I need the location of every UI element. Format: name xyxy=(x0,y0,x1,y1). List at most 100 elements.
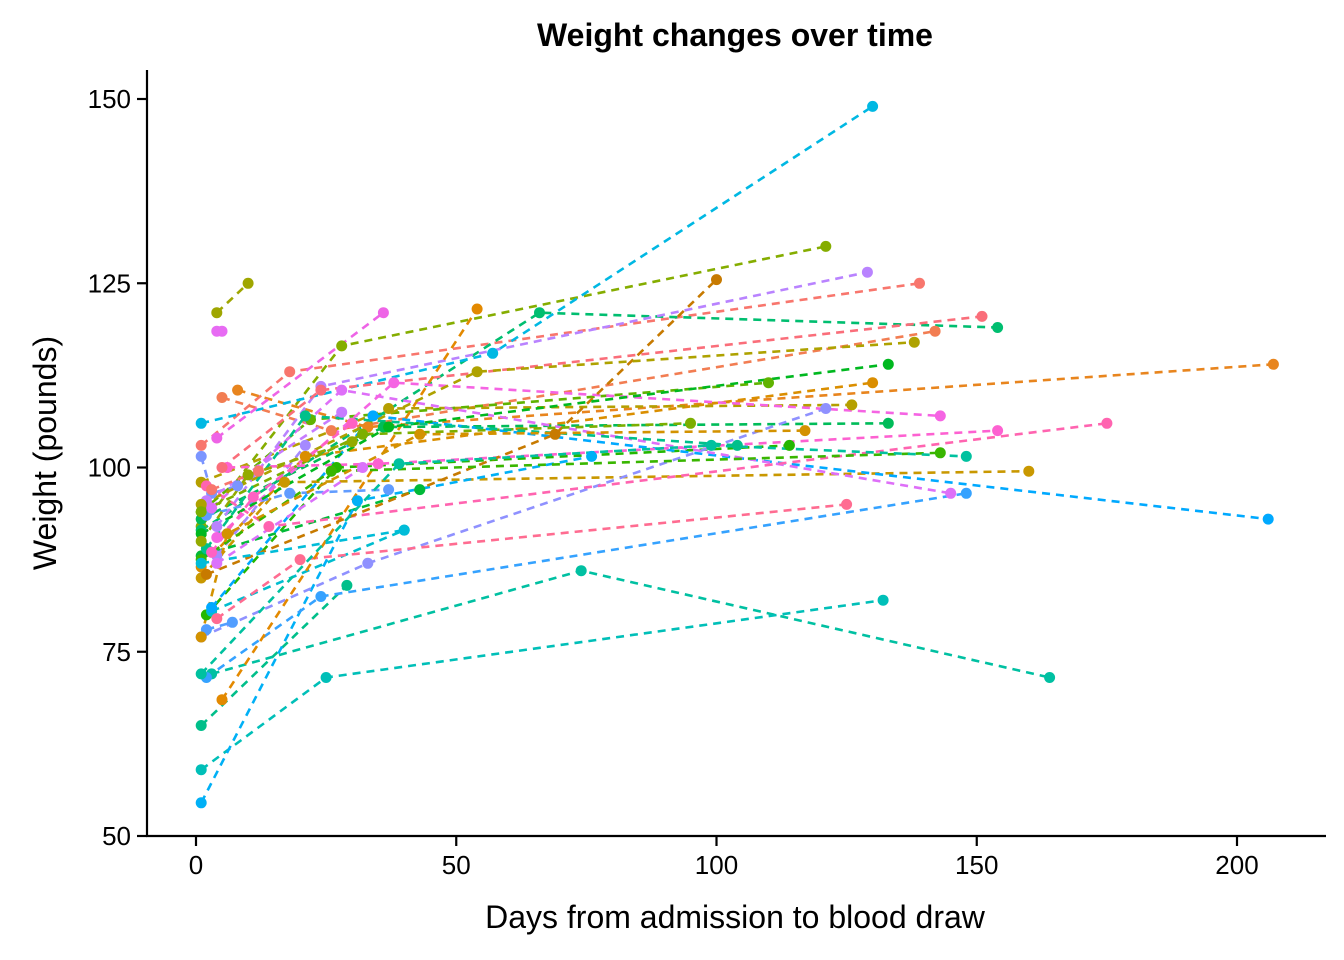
data-point-14-1 xyxy=(575,565,587,577)
series-line-32 xyxy=(205,422,1108,528)
x-tick-label: 100 xyxy=(695,850,738,880)
series-line-48 xyxy=(199,429,806,638)
data-point-21-2 xyxy=(383,484,395,496)
data-point-5-2 xyxy=(846,399,858,411)
data-point-37-2 xyxy=(908,336,920,348)
data-point-21-1 xyxy=(284,487,296,499)
data-point-27-1 xyxy=(336,384,348,396)
data-point-35-1 xyxy=(471,303,483,315)
series-line-16 xyxy=(211,528,405,613)
data-point-12-1 xyxy=(534,307,545,319)
series-line-24 xyxy=(215,444,307,557)
data-point-47-0 xyxy=(206,484,218,496)
data-point-45-0 xyxy=(211,557,223,569)
data-point-13-1 xyxy=(341,579,353,591)
series-line-12 xyxy=(200,311,998,532)
data-point-39-1 xyxy=(325,465,337,477)
x-tick-label: 0 xyxy=(189,850,203,880)
data-point-22-2 xyxy=(232,480,244,492)
data-point-25-2 xyxy=(861,266,873,278)
data-point-19-2 xyxy=(960,487,972,499)
data-point-34-2 xyxy=(976,310,988,322)
data-point-45-1 xyxy=(357,462,369,473)
data-point-37-1 xyxy=(471,366,483,378)
data-point-38-1 xyxy=(357,428,369,440)
data-point-41-2 xyxy=(705,439,717,451)
series-line-10 xyxy=(200,488,421,558)
series-line-14 xyxy=(211,569,1050,679)
y-axis-title: Weight (pounds) xyxy=(27,336,63,570)
data-point-40-2 xyxy=(882,358,894,370)
data-point-34-1 xyxy=(315,384,327,396)
data-point-33-1 xyxy=(294,554,306,566)
series-layer xyxy=(199,105,1274,804)
data-point-0-1 xyxy=(284,366,296,378)
data-point-1-1 xyxy=(325,425,337,437)
x-tick-label: 50 xyxy=(442,850,471,880)
data-point-30-1 xyxy=(388,377,400,389)
y-tick-label: 125 xyxy=(88,268,131,298)
data-point-8-2 xyxy=(763,377,774,389)
data-point-11-2 xyxy=(882,417,894,429)
data-point-31-1 xyxy=(372,458,384,470)
data-point-20-2 xyxy=(1262,513,1274,525)
data-point-23-2 xyxy=(820,403,832,414)
data-point-46-0 xyxy=(206,546,218,558)
data-point-14-2 xyxy=(1044,672,1056,683)
data-point-1-0 xyxy=(216,392,228,403)
data-point-4-1 xyxy=(279,476,290,488)
data-point-20-1 xyxy=(367,410,379,422)
data-point-38-2 xyxy=(685,417,696,429)
data-point-33-0 xyxy=(211,613,223,625)
data-point-6-1 xyxy=(242,277,254,289)
data-point-26-1 xyxy=(336,406,348,418)
data-point-41-1 xyxy=(393,458,405,470)
data-point-0-0 xyxy=(195,439,207,451)
data-point-29-0 xyxy=(211,432,223,444)
data-point-15-2 xyxy=(877,594,889,606)
series-line-17 xyxy=(200,105,874,425)
data-point-17-0 xyxy=(195,417,207,429)
data-point-18-0 xyxy=(195,797,207,809)
data-point-38-0 xyxy=(195,506,207,518)
data-point-3-2 xyxy=(867,377,879,389)
data-point-24-1 xyxy=(299,439,311,451)
data-point-23-1 xyxy=(362,557,374,569)
series-line-42 xyxy=(205,414,738,550)
y-tick-label: 150 xyxy=(88,84,131,114)
data-point-48-3 xyxy=(799,425,811,437)
y-tick-label: 50 xyxy=(102,821,131,851)
series-line-29 xyxy=(216,311,385,440)
series-line-43 xyxy=(200,528,405,565)
data-point-30-0 xyxy=(211,532,223,543)
data-point-17-2 xyxy=(867,100,879,112)
data-point-34-0 xyxy=(216,462,228,473)
series-line-36 xyxy=(205,278,718,576)
data-point-7-1 xyxy=(336,340,348,352)
x-tick-label: 200 xyxy=(1215,850,1258,880)
data-point-1-2 xyxy=(929,325,941,337)
series-line-45 xyxy=(216,466,364,565)
data-point-41-0 xyxy=(195,668,207,680)
data-point-44-1 xyxy=(226,616,238,628)
data-point-7-2 xyxy=(820,240,832,252)
data-point-30-2 xyxy=(934,410,946,422)
data-point-5-1 xyxy=(383,403,395,414)
data-point-47-1 xyxy=(253,465,264,477)
series-line-35 xyxy=(220,308,479,701)
data-point-36-0 xyxy=(200,568,212,580)
data-point-22-0 xyxy=(195,450,207,462)
data-point-15-0 xyxy=(195,764,207,776)
data-point-2-0 xyxy=(232,384,244,396)
y-tick-label: 75 xyxy=(102,637,131,667)
data-point-13-0 xyxy=(195,720,207,731)
data-point-32-2 xyxy=(1101,417,1113,429)
data-point-43-1 xyxy=(398,524,410,536)
chart-title: Weight changes over time xyxy=(537,17,933,53)
x-axis-title: Days from admission to blood draw xyxy=(485,899,986,935)
series-line-41 xyxy=(200,444,967,675)
data-point-48-0 xyxy=(195,631,207,643)
data-point-20-0 xyxy=(206,602,218,613)
data-point-27-0 xyxy=(206,502,218,514)
